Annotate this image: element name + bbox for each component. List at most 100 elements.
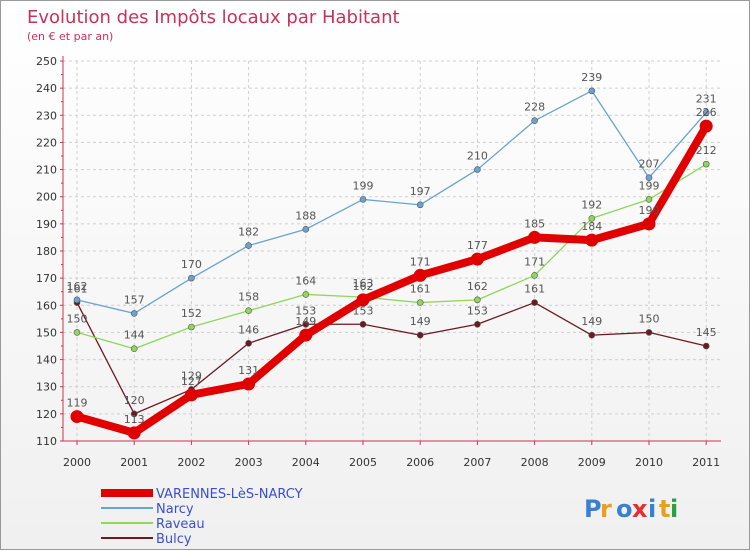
data-label: 226 — [696, 106, 717, 119]
data-point — [188, 323, 195, 331]
data-label: 162 — [353, 280, 374, 293]
y-tick-label: 200 — [36, 191, 57, 204]
data-label: 228 — [524, 101, 545, 114]
data-label: 199 — [639, 179, 660, 192]
x-tick-label: 2006 — [406, 456, 434, 469]
data-point — [474, 166, 481, 173]
data-label: 162 — [67, 280, 88, 293]
data-point — [416, 201, 424, 209]
x-tick-label: 2001 — [120, 456, 148, 469]
data-point — [416, 299, 424, 306]
data-label: 161 — [67, 283, 88, 296]
data-point — [242, 377, 256, 391]
data-point — [245, 307, 252, 315]
data-label: 171 — [410, 255, 431, 268]
data-point — [184, 388, 198, 402]
data-label: 127 — [181, 375, 202, 388]
data-point — [188, 274, 195, 282]
data-point — [416, 331, 424, 339]
data-point — [245, 339, 252, 347]
data-point — [699, 119, 713, 133]
data-label: 153 — [467, 304, 488, 317]
logo-letter: t — [659, 495, 670, 523]
data-point — [302, 225, 310, 233]
data-point — [531, 117, 538, 125]
data-point — [702, 160, 710, 168]
data-label: 113 — [124, 413, 145, 426]
y-tick-label: 140 — [36, 354, 57, 367]
x-tick-label: 2004 — [292, 456, 320, 469]
x-tick-label: 2000 — [63, 456, 91, 469]
data-point — [127, 426, 141, 440]
x-tick-label: 2005 — [349, 456, 377, 469]
data-point — [130, 310, 138, 317]
data-label: 150 — [639, 312, 660, 325]
grid — [63, 60, 721, 442]
proxiti-logo: Pr o x i t i — [584, 495, 678, 523]
data-point — [470, 252, 484, 266]
data-label: 231 — [696, 93, 717, 106]
chart-subtitle: (en € et par an) — [27, 30, 113, 43]
y-tick-label: 150 — [36, 326, 57, 339]
data-point — [73, 296, 81, 304]
y-tick-label: 110 — [36, 435, 57, 448]
data-label: 184 — [581, 220, 602, 233]
data-point — [359, 196, 367, 203]
series-line-narcy — [76, 90, 707, 315]
data-point — [585, 233, 599, 247]
data-label: 185 — [524, 217, 545, 230]
data-point — [302, 320, 310, 328]
data-point — [645, 329, 653, 336]
series-line-varennes-lès-narcy — [75, 124, 710, 437]
y-tick-label: 230 — [36, 109, 57, 122]
data-point — [356, 293, 370, 307]
data-label: 129 — [181, 369, 202, 382]
y-tick-label: 180 — [36, 245, 57, 258]
data-label: 161 — [524, 283, 545, 296]
data-label: 158 — [238, 291, 259, 304]
data-label: 162 — [467, 280, 488, 293]
data-point — [702, 109, 710, 116]
logo-letter: P — [584, 495, 602, 523]
y-tick-label: 190 — [36, 218, 57, 231]
y-tick-label: 130 — [36, 381, 57, 394]
x-tick-label: 2003 — [235, 456, 263, 469]
data-point — [642, 217, 656, 231]
logo-letter: o — [616, 495, 633, 523]
data-label: 182 — [238, 226, 259, 239]
data-point — [359, 320, 367, 328]
data-point — [645, 196, 653, 203]
series-line-raveau — [76, 163, 707, 350]
data-point — [302, 291, 310, 298]
logo-letter: i — [670, 495, 678, 523]
data-label: 171 — [524, 255, 545, 268]
data-label: 144 — [124, 329, 145, 342]
y-tick-label: 120 — [36, 408, 57, 421]
data-label: 152 — [181, 307, 202, 320]
y-tick-label: 170 — [36, 272, 57, 285]
data-point — [474, 320, 481, 328]
y-tick-label: 240 — [36, 82, 57, 95]
data-label: 149 — [581, 315, 602, 328]
data-label: 153 — [353, 304, 374, 317]
y-tick-label: 220 — [36, 136, 57, 149]
data-label: 197 — [410, 185, 431, 198]
x-tick-label: 2008 — [521, 456, 549, 469]
x-tick-label: 2010 — [635, 456, 663, 469]
logo-letter: i — [648, 495, 656, 523]
data-label: 146 — [238, 323, 259, 336]
data-label: 239 — [581, 71, 602, 84]
data-label: 188 — [295, 209, 316, 222]
data-label: 120 — [124, 394, 145, 407]
y-tick-label: 250 — [36, 55, 57, 68]
data-label: 192 — [581, 198, 602, 211]
data-label: 161 — [410, 283, 431, 296]
data-label: 190 — [639, 204, 660, 217]
logo-letter: r — [600, 495, 612, 523]
data-point — [130, 345, 138, 353]
data-point — [474, 296, 481, 304]
data-point — [245, 242, 252, 249]
